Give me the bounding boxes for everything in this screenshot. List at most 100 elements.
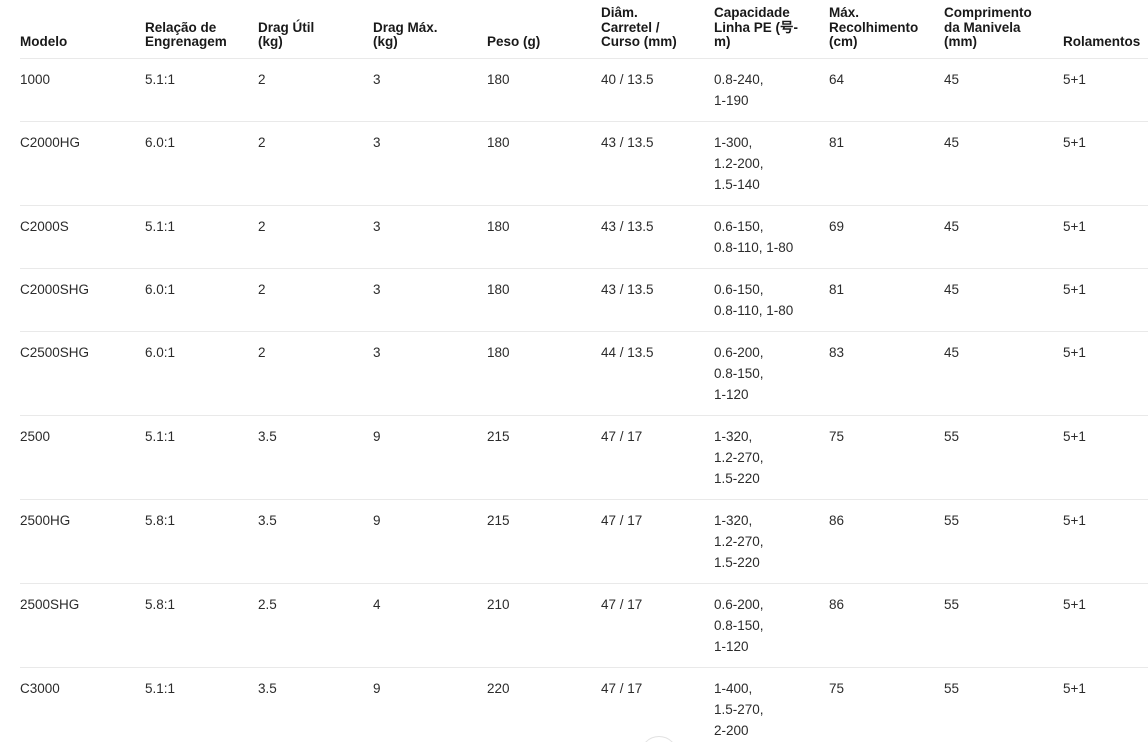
- cell-recolhimento: 86: [829, 499, 944, 584]
- cell-capacidade: 0.6-200, 0.8-150, 1-120: [714, 331, 829, 416]
- cell-peso: 180: [487, 121, 601, 206]
- cell-manivela: 55: [944, 499, 1063, 584]
- cell-diam: 40 / 13.5: [601, 58, 714, 122]
- cell-drag_util: 2: [258, 331, 373, 416]
- table-row: 2500 5.1:1 3.5 9 215 47 / 17 1-320, 1.2-270, 1…: [20, 415, 1148, 500]
- cell-drag_max: 9: [373, 415, 487, 500]
- table-row: 2500HG 5.8:1 3.5 9 215 47 / 17 1-320, 1.2-270,…: [20, 499, 1148, 584]
- cell-drag_max: 3: [373, 205, 487, 269]
- cell-recolhimento: 75: [829, 667, 944, 742]
- cell-peso: 210: [487, 583, 601, 668]
- table-row: C2000SHG 6.0:1 2 3 180 43 / 13.5 0.6-150, 0.8-…: [20, 268, 1148, 332]
- column-header-gear_ratio: Relação de Engrenagem: [145, 0, 258, 59]
- cell-peso: 215: [487, 415, 601, 500]
- cell-drag_max: 3: [373, 331, 487, 416]
- cell-manivela: 55: [944, 583, 1063, 668]
- column-header-drag_max: Drag Máx. (kg): [373, 0, 487, 59]
- cell-gear_ratio: 6.0:1: [145, 331, 258, 416]
- column-header-manivela: Comprimento da Manivela (mm): [944, 0, 1063, 59]
- cell-manivela: 55: [944, 415, 1063, 500]
- cell-rolamentos: 5+1: [1063, 499, 1148, 584]
- cell-drag_max: 9: [373, 499, 487, 584]
- cell-diam: 44 / 13.5: [601, 331, 714, 416]
- cell-rolamentos: 5+1: [1063, 667, 1148, 742]
- cell-rolamentos: 5+1: [1063, 121, 1148, 206]
- cell-drag_util: 2: [258, 205, 373, 269]
- cell-drag_util: 3.5: [258, 415, 373, 500]
- cell-gear_ratio: 6.0:1: [145, 268, 258, 332]
- column-header-modelo: Modelo: [20, 0, 145, 59]
- cell-recolhimento: 86: [829, 583, 944, 668]
- cell-manivela: 45: [944, 58, 1063, 122]
- table-row: C2000HG 6.0:1 2 3 180 43 / 13.5 1-300, 1.2-200…: [20, 121, 1148, 206]
- cell-gear_ratio: 5.8:1: [145, 499, 258, 584]
- cell-gear_ratio: 5.1:1: [145, 58, 258, 122]
- column-header-recolhimento: Máx. Recolhimento (cm): [829, 0, 944, 59]
- cell-diam: 47 / 17: [601, 583, 714, 668]
- cell-drag_util: 3.5: [258, 499, 373, 584]
- cell-manivela: 45: [944, 268, 1063, 332]
- cell-rolamentos: 5+1: [1063, 415, 1148, 500]
- cell-rolamentos: 5+1: [1063, 331, 1148, 416]
- column-header-capacidade: Capacidade Linha PE (号- m): [714, 0, 829, 59]
- cell-peso: 180: [487, 268, 601, 332]
- cell-modelo: C2500SHG: [20, 331, 145, 416]
- cell-drag_util: 2: [258, 268, 373, 332]
- column-header-peso: Peso (g): [487, 0, 601, 59]
- cell-drag_util: 2: [258, 121, 373, 206]
- header-row: Modelo Relação de Engrenagem Drag Útil (kg…: [20, 0, 1148, 59]
- cell-capacidade: 1-320, 1.2-270, 1.5-220: [714, 415, 829, 500]
- cell-capacidade: 1-300, 1.2-200, 1.5-140: [714, 121, 829, 206]
- cell-capacidade: 0.8-240, 1-190: [714, 58, 829, 122]
- cell-gear_ratio: 5.1:1: [145, 415, 258, 500]
- cell-gear_ratio: 5.8:1: [145, 583, 258, 668]
- table-row: C2500SHG 6.0:1 2 3 180 44 / 13.5 0.6-200, 0.8-…: [20, 331, 1148, 416]
- cell-drag_max: 4: [373, 583, 487, 668]
- cell-recolhimento: 69: [829, 205, 944, 269]
- cell-recolhimento: 81: [829, 121, 944, 206]
- cell-manivela: 45: [944, 205, 1063, 269]
- table-row: C3000 5.1:1 3.5 9 220 47 / 17 1-400, 1.5-270, …: [20, 667, 1148, 742]
- reel-spec-table: Modelo Relação de Engrenagem Drag Útil (kg…: [20, 0, 1148, 742]
- table-row: C2000S 5.1:1 2 3 180 43 / 13.5 0.6-150, 0.8-11…: [20, 205, 1148, 269]
- cell-rolamentos: 5+1: [1063, 268, 1148, 332]
- cell-recolhimento: 81: [829, 268, 944, 332]
- cell-diam: 47 / 17: [601, 667, 714, 742]
- cell-drag_util: 2: [258, 58, 373, 122]
- cell-peso: 180: [487, 331, 601, 416]
- cell-diam: 47 / 17: [601, 499, 714, 584]
- cell-capacidade: 0.6-150, 0.8-110, 1-80: [714, 205, 829, 269]
- cell-drag_max: 3: [373, 268, 487, 332]
- cell-manivela: 55: [944, 667, 1063, 742]
- column-header-diam: Diâm. Carretel / Curso (mm): [601, 0, 714, 59]
- column-header-rolamentos: Rolamentos: [1063, 0, 1148, 59]
- cell-capacidade: 1-320, 1.2-270, 1.5-220: [714, 499, 829, 584]
- cell-diam: 43 / 13.5: [601, 268, 714, 332]
- cell-peso: 180: [487, 58, 601, 122]
- cell-diam: 43 / 13.5: [601, 205, 714, 269]
- cell-modelo: 1000: [20, 58, 145, 122]
- cell-recolhimento: 64: [829, 58, 944, 122]
- cell-rolamentos: 5+1: [1063, 205, 1148, 269]
- table-body: 1000 5.1:1 2 3 180 40 / 13.5 0.8-240, 1-190 64 4…: [20, 58, 1148, 742]
- cell-drag_util: 3.5: [258, 667, 373, 742]
- cell-gear_ratio: 6.0:1: [145, 121, 258, 206]
- cell-modelo: C2000S: [20, 205, 145, 269]
- cell-modelo: C2000HG: [20, 121, 145, 206]
- cell-modelo: C2000SHG: [20, 268, 145, 332]
- cell-drag_max: 3: [373, 58, 487, 122]
- cell-drag_max: 9: [373, 667, 487, 742]
- cell-manivela: 45: [944, 331, 1063, 416]
- cell-recolhimento: 83: [829, 331, 944, 416]
- cell-rolamentos: 5+1: [1063, 583, 1148, 668]
- cell-recolhimento: 75: [829, 415, 944, 500]
- cell-modelo: C3000: [20, 667, 145, 742]
- cell-capacidade: 0.6-150, 0.8-110, 1-80: [714, 268, 829, 332]
- cell-modelo: 2500SHG: [20, 583, 145, 668]
- column-header-drag_util: Drag Útil (kg): [258, 0, 373, 59]
- table-row: 2500SHG 5.8:1 2.5 4 210 47 / 17 0.6-200, 0.8-1…: [20, 583, 1148, 668]
- cell-gear_ratio: 5.1:1: [145, 205, 258, 269]
- cell-capacidade: 0.6-200, 0.8-150, 1-120: [714, 583, 829, 668]
- table-row: 1000 5.1:1 2 3 180 40 / 13.5 0.8-240, 1-190 64 4…: [20, 58, 1148, 122]
